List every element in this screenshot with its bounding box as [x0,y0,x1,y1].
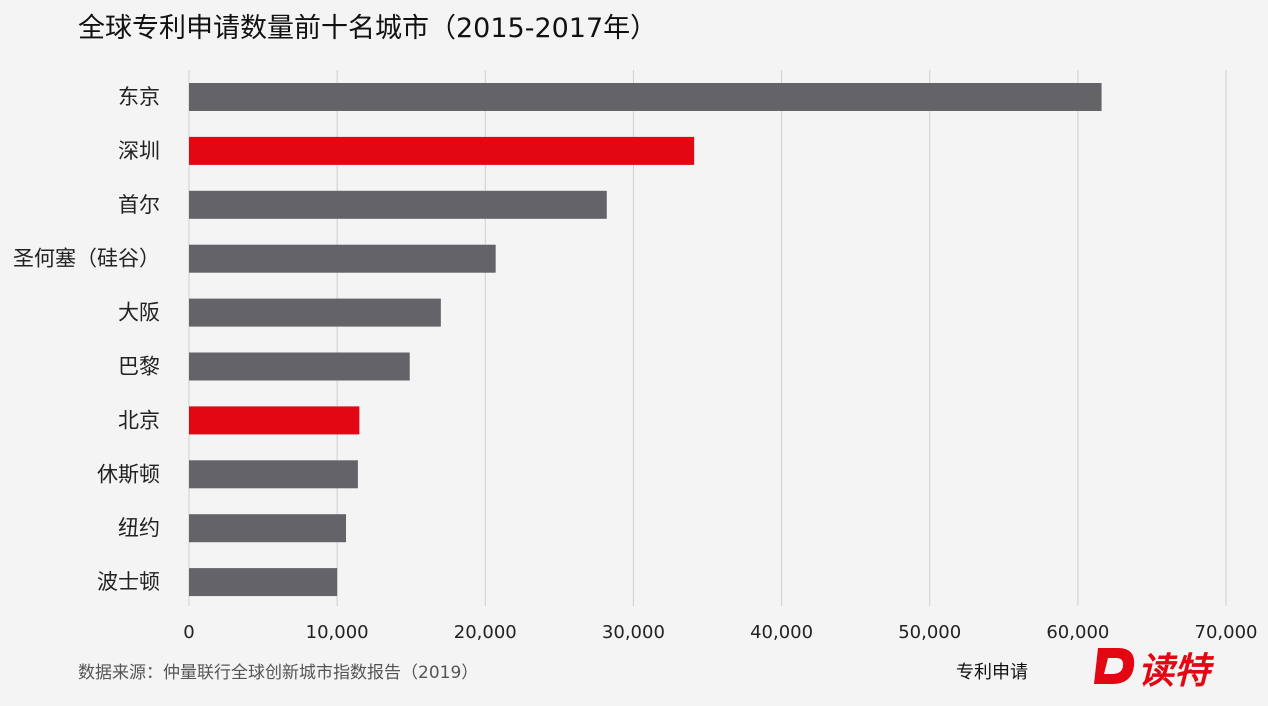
category-label: 大阪 [118,301,160,325]
x-tick-label: 20,000 [454,622,517,643]
x-tick-label: 40,000 [750,622,813,643]
category-label: 巴黎 [118,355,160,379]
dute-logo: 读特 [1092,640,1232,692]
category-label: 波士顿 [97,570,160,594]
x-tick-labels: 0 10,000 20,000 30,000 40,000 50,000 60,000 70,… [183,622,1257,643]
x-axis-label: 专利申请 [956,662,1028,683]
x-tick-label: 30,000 [602,622,665,643]
logo-text: 读特 [1138,650,1211,692]
category-label: 首尔 [118,193,160,217]
bar [189,244,496,273]
bars [189,83,1102,597]
category-label: 北京 [118,408,160,432]
x-tick-label: 10,000 [306,622,369,643]
category-label: 休斯顿 [97,462,160,486]
source-note: 数据来源：仲量联行全球创新城市指数报告（2019） [78,663,479,683]
bar [189,514,347,543]
bar [189,298,441,327]
bar [189,460,358,489]
d-logo-icon [1094,648,1135,684]
category-label: 东京 [118,85,160,109]
x-tick-label: 50,000 [898,622,961,643]
bar [189,136,695,165]
chart-title: 全球专利申请数量前十名城市（2015-2017年） [78,13,658,44]
bar [189,568,338,597]
x-tick-label: 60,000 [1046,622,1109,643]
category-label: 纽约 [118,516,160,540]
bar [189,352,410,381]
category-label: 深圳 [118,139,160,163]
x-tick-label: 0 [183,622,194,643]
bar [189,190,607,219]
category-label: 圣何塞（硅谷） [13,247,160,271]
x-tick-label: 70,000 [1195,622,1258,643]
bar [189,83,1102,111]
bar [189,406,360,435]
